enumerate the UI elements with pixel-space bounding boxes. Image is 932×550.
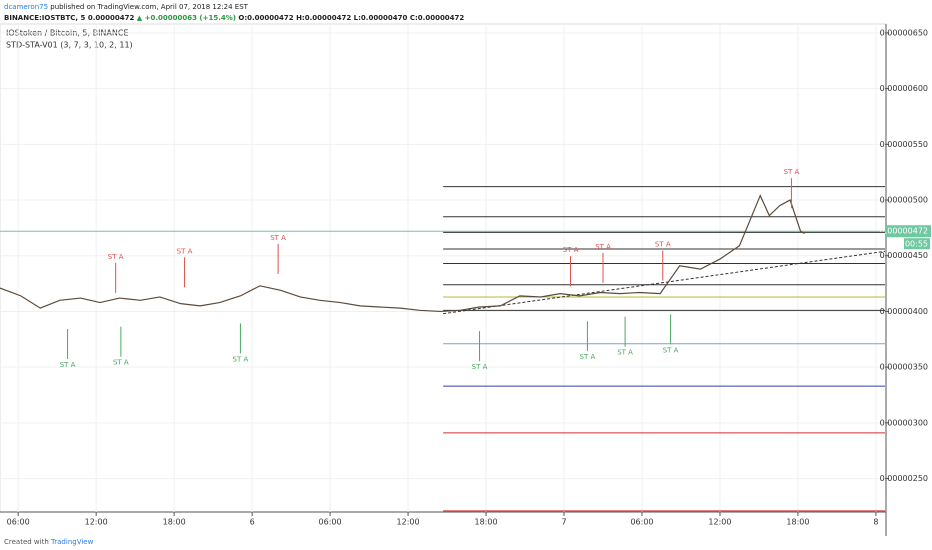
header-line: dcameron75 published on TradingView.com,… xyxy=(4,3,248,11)
x-tick-label: 12:00 xyxy=(85,518,108,527)
x-tick-label: 18:00 xyxy=(475,518,498,527)
last: 0.00000472 xyxy=(87,14,135,22)
countdown: 00:55 xyxy=(905,240,928,249)
signal-label: ST A xyxy=(108,253,124,261)
user[interactable]: dcameron75 xyxy=(4,3,49,11)
signal-label: ST A xyxy=(563,246,579,254)
x-tick-label: 8 xyxy=(873,518,878,527)
y-tick-label: 0.00000350 xyxy=(880,363,928,372)
high: H:0.00000472 xyxy=(296,14,352,22)
y-tick-label: 0.00000600 xyxy=(880,84,928,93)
close: C:0.00000472 xyxy=(409,14,465,22)
x-tick-label: 06:00 xyxy=(319,518,342,527)
signal-label: ST A xyxy=(663,346,679,354)
signal-label: ST A xyxy=(60,361,76,369)
trend-line xyxy=(443,250,886,315)
price-line xyxy=(0,194,805,313)
y-tick-label: 0.00000500 xyxy=(880,196,928,205)
signal-label: ST A xyxy=(233,355,249,363)
x-tick-label: 6 xyxy=(250,518,255,527)
signal-label: ST A xyxy=(784,168,800,176)
x-tick-label: 7 xyxy=(561,518,566,527)
x-tick-label: 18:00 xyxy=(163,518,186,527)
change: ▲ +0.00000063 (+15.4%) xyxy=(136,14,236,22)
countdown-box xyxy=(904,238,930,250)
y-tick-label: 0.00000550 xyxy=(880,140,928,149)
open: O:0.00000472 xyxy=(238,14,294,22)
y-tick-label: 0.00000400 xyxy=(880,307,928,316)
y-tick-label: 0.00000650 xyxy=(880,28,928,37)
published: published on TradingView.com, April 07, … xyxy=(50,3,248,11)
low: L:0.00000470 xyxy=(353,14,408,22)
brand[interactable]: TradingView xyxy=(51,538,94,546)
x-tick-label: 06:00 xyxy=(7,518,30,527)
y-tick-label: 0.00000250 xyxy=(880,474,928,483)
signal-label: ST A xyxy=(270,234,286,242)
current-price-label: 0.00000472 xyxy=(880,227,928,236)
plot-frame xyxy=(0,23,887,513)
chart: IOStoken / Bitcoin, 5, BINANCE STD-STA-V… xyxy=(0,23,931,536)
signal-label: ST A xyxy=(472,363,488,371)
x-tick-label: 12:00 xyxy=(397,518,420,527)
y-tick-label: 0.00000450 xyxy=(880,251,928,260)
signal-label: ST A xyxy=(655,241,671,249)
current-price-box xyxy=(886,225,931,238)
x-tick-label: 18:00 xyxy=(786,518,809,527)
x-tick-label: 12:00 xyxy=(708,518,731,527)
x-tick-label: 06:00 xyxy=(630,518,653,527)
y-tick-label: 0.00000300 xyxy=(880,418,928,427)
signal-label: ST A xyxy=(177,247,193,255)
signal-label: ST A xyxy=(113,359,129,367)
symbol-line: BINANCE:IOSTBTC, 5 0.00000472 ▲ +0.00000… xyxy=(4,14,464,22)
footer: Created with TradingView xyxy=(4,538,93,546)
signal-label: ST A xyxy=(580,353,596,361)
signal-label: ST A xyxy=(617,349,633,357)
symbol: BINANCE:IOSTBTC, 5 xyxy=(4,14,86,22)
created: Created with xyxy=(4,538,49,546)
legend-indicator: STD-STA-V01 (3, 7, 3, 10, 2, 11) xyxy=(6,41,133,50)
signal-label: ST A xyxy=(595,243,611,251)
